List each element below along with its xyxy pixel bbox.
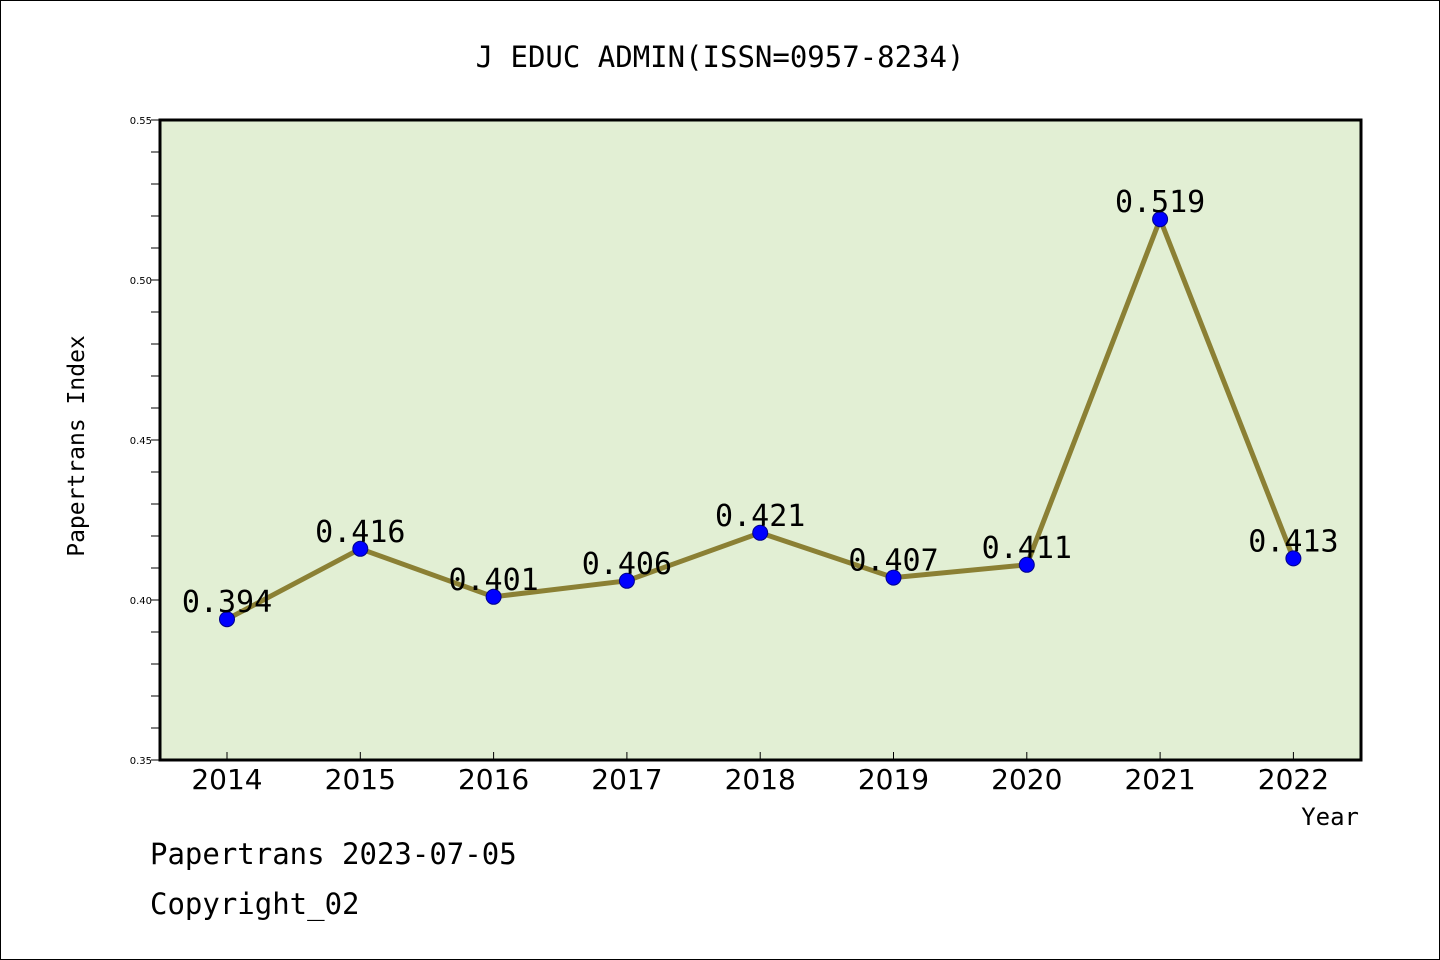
y-axis-ticks: 0.35 0.40 0.45 0.50 0.55 [130,116,160,767]
data-label-2017: 0.406 [582,547,672,582]
data-label-2014: 0.394 [182,585,272,620]
x-tick-label: 2015 [325,763,396,796]
y-tick-label: 0.35 [130,756,152,767]
x-tick-label: 2021 [1124,763,1195,796]
data-point-2022 [1285,550,1302,567]
x-tick-label: 2018 [725,763,796,796]
data-label-2021: 0.519 [1115,185,1205,220]
data-point-2018 [752,524,769,541]
data-labels: 0.394 0.416 0.401 0.406 0.421 0.407 0.411 0.519… [182,185,1339,620]
series-markers [219,211,1302,628]
x-tick-label: 2017 [591,763,662,796]
data-label-2018: 0.421 [715,499,805,534]
chart-title: J EDUC ADMIN(ISSN=0957-8234) [476,40,965,74]
y-axis-label: Papertrans Index [64,335,90,557]
x-axis-label: Year [1301,803,1359,831]
data-point-2014 [219,611,235,628]
y-tick-label: 0.55 [130,116,152,127]
x-axis-ticks: 2014 2015 2016 2017 2018 2019 2020 2021 2022 [191,752,1329,796]
y-tick-label: 0.45 [130,436,152,447]
data-label-2016: 0.401 [448,563,538,598]
y-tick-label: 0.40 [130,596,152,607]
data-label-2020: 0.411 [982,531,1072,566]
data-label-2022: 0.413 [1248,524,1338,559]
x-tick-label: 2022 [1258,763,1329,796]
footer-copyright: Copyright_02 [150,887,360,922]
data-point-2020 [1018,556,1035,573]
data-point-2017 [618,572,635,589]
data-point-2019 [885,569,902,586]
data-point-2021 [1152,211,1169,228]
x-tick-label: 2020 [991,763,1062,796]
data-point-2015 [352,540,369,557]
x-tick-label: 2016 [458,763,529,796]
y-tick-label: 0.50 [130,276,152,287]
x-tick-label: 2019 [858,763,929,796]
x-tick-label: 2014 [191,763,262,796]
data-point-2016 [485,588,502,605]
footer-date: Papertrans 2023-07-05 [150,837,517,871]
data-label-2015: 0.416 [315,515,405,550]
data-label-2019: 0.407 [848,544,938,579]
